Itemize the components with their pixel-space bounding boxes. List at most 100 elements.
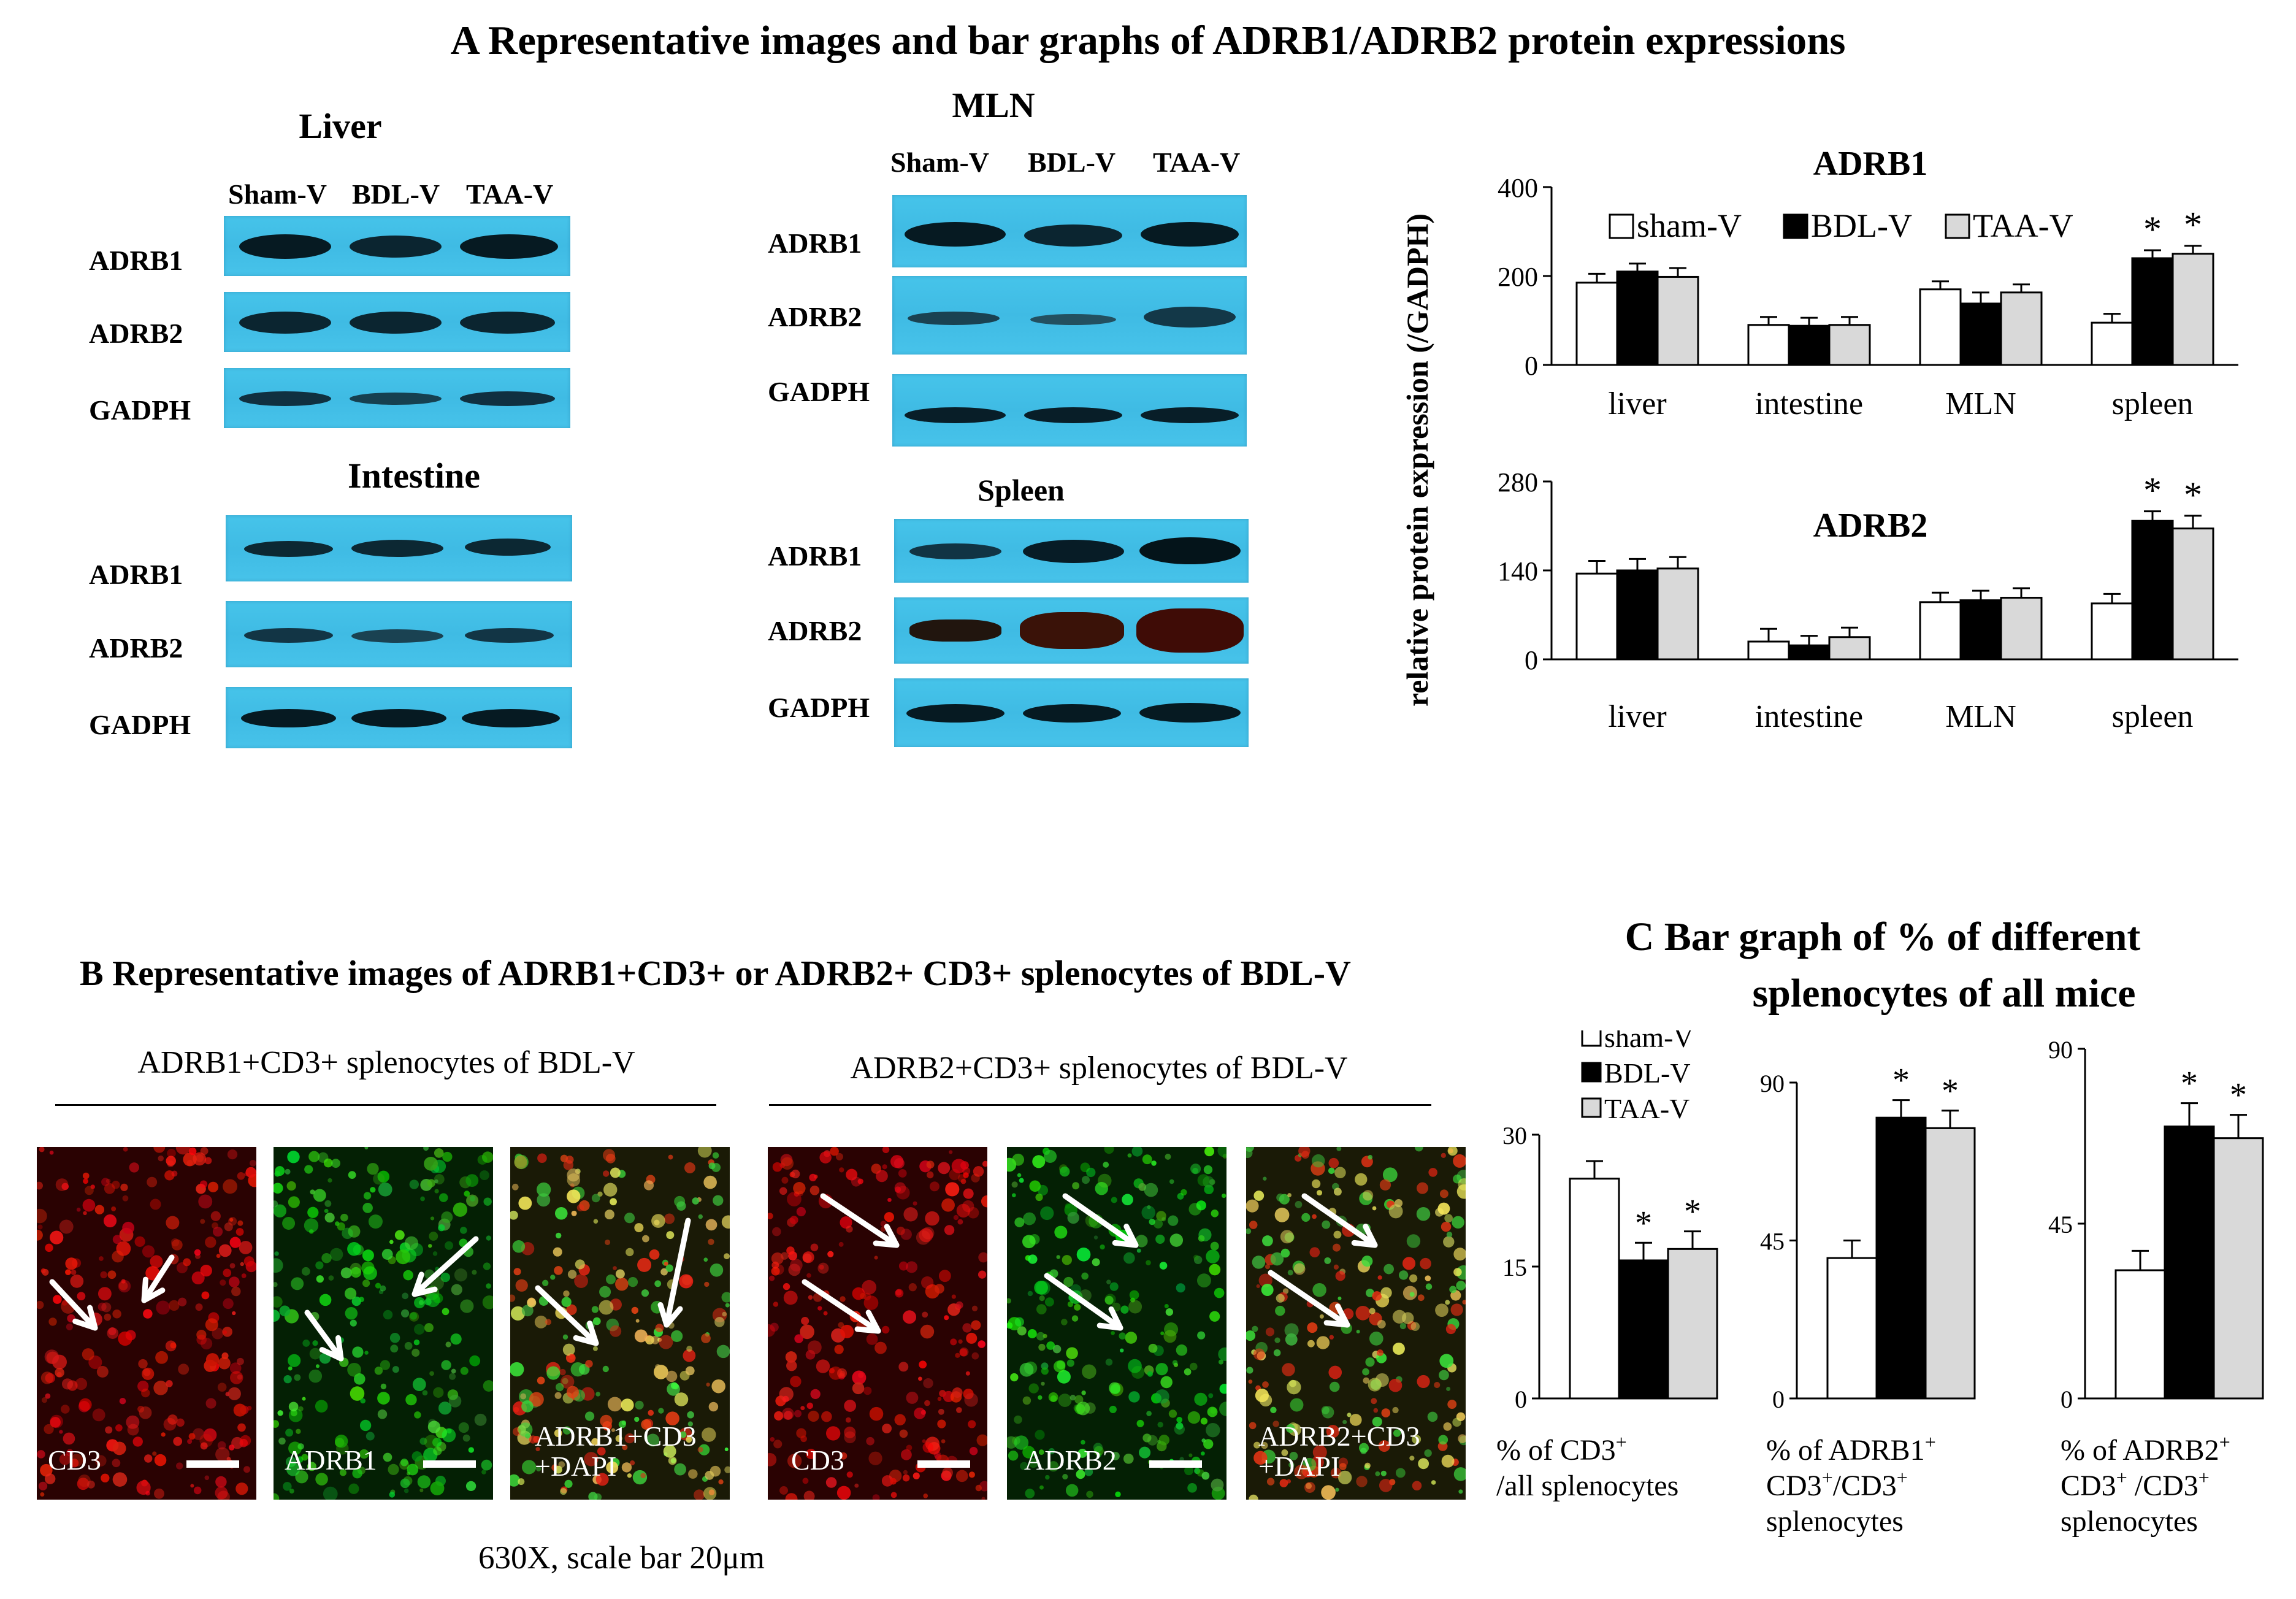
mln-blot-adrb1 [892, 195, 1247, 267]
cell-dot [595, 1392, 600, 1397]
cell-dot [288, 1441, 302, 1455]
cell-dot [668, 1456, 677, 1465]
cell-dot [1456, 1184, 1466, 1199]
arrow-icon [657, 1302, 683, 1328]
cell-dot [231, 1286, 241, 1297]
cell-dot [694, 1489, 705, 1500]
cell-dot [574, 1274, 588, 1288]
cell-dot [1253, 1441, 1261, 1449]
cell-dot [1274, 1207, 1290, 1222]
adrb2-chart: 0 140 280 liver intestine MLN * * spleen ADRB2 [1498, 467, 2238, 734]
intestine-row-adrb1: ADRB1 [89, 559, 183, 590]
cell-dot [1312, 1179, 1321, 1189]
cell-dot [1035, 1193, 1043, 1202]
cell-dot [1176, 1344, 1188, 1356]
bar-TAA-V-spleen [2172, 527, 2214, 661]
cell-dot [903, 1470, 908, 1475]
cell-dot [1198, 1235, 1205, 1242]
cell-dot [298, 1406, 304, 1412]
cell-dot [224, 1222, 233, 1232]
cell-dot [361, 1261, 375, 1275]
cell-dot [561, 1375, 575, 1389]
cell-dot [973, 1166, 984, 1177]
cell-dot [1409, 1455, 1415, 1461]
cell-dot [380, 1360, 391, 1370]
cell-dot [1034, 1281, 1048, 1295]
cell-dot [1329, 1335, 1334, 1340]
cell-dot [1379, 1479, 1393, 1492]
cell-dot [1249, 1494, 1258, 1500]
chart-title: ADRB2 [1813, 507, 1928, 545]
y-tick-label: 0 [2061, 1386, 2073, 1413]
cell-dot [554, 1392, 562, 1399]
cell-dot [949, 1150, 953, 1154]
cell-dot [141, 1388, 150, 1398]
cell-dot [215, 1476, 227, 1488]
micrograph-merge-adrb2: ADRB2+CD3 +DAPI [1246, 1147, 1466, 1500]
x-axis-label-line: /all splenocytes [1496, 1470, 1678, 1502]
cell-dot [1307, 1322, 1318, 1333]
cell-dot [1328, 1167, 1335, 1175]
cell-dot [968, 1420, 976, 1428]
arrow-icon [1112, 1224, 1139, 1248]
cell-dot [1100, 1244, 1105, 1250]
micrograph-texture [1246, 1147, 1466, 1500]
cell-dot [882, 1147, 890, 1154]
cell-dot [380, 1383, 387, 1390]
cell-dot [622, 1444, 628, 1451]
cell-dot [1147, 1371, 1153, 1377]
cell-dot [802, 1253, 812, 1263]
cell-dot [1246, 1367, 1253, 1374]
cell-dot [1333, 1264, 1339, 1270]
cell-dot [1304, 1482, 1315, 1493]
cell-dot [697, 1446, 703, 1453]
spleen-row-gadph: GADPH [768, 692, 870, 723]
cell-dot [785, 1493, 798, 1500]
cell-dot [817, 1262, 829, 1274]
cell-dot [916, 1230, 931, 1245]
cell-dot [537, 1182, 551, 1197]
cell-dot [138, 1359, 148, 1369]
cell-dot [1130, 1297, 1135, 1303]
cell-dot [445, 1241, 454, 1250]
chart-title: ADRB1 [1813, 145, 1928, 183]
cell-dot [1322, 1406, 1334, 1419]
cell-dot [59, 1454, 71, 1465]
cell-dot [61, 1300, 67, 1306]
cell-dot [63, 1432, 75, 1445]
cell-dot [1246, 1199, 1259, 1213]
cell-dot [240, 1262, 244, 1267]
cell-dot [1119, 1332, 1126, 1340]
cell-dot [884, 1212, 895, 1222]
cell-dot [378, 1289, 384, 1295]
cell-dot [922, 1227, 935, 1240]
cell-dot [571, 1210, 577, 1216]
cell-dot [308, 1369, 323, 1383]
cell-dot [204, 1475, 210, 1481]
arrow-icon [304, 1309, 344, 1362]
cell-dot [167, 1414, 178, 1425]
mln-lane-bdl: BDL-V [1028, 147, 1116, 178]
significance-star: * [1892, 1062, 1910, 1100]
cell-dot [137, 1380, 149, 1392]
cell-dot [1456, 1281, 1466, 1290]
liver-row-gadph: GADPH [89, 394, 191, 426]
cell-dot [1168, 1215, 1179, 1226]
cell-dot [679, 1274, 694, 1289]
cell-dot [1377, 1275, 1382, 1280]
cell-dot [82, 1348, 94, 1361]
cell-dot [1106, 1279, 1111, 1284]
cell-dot [825, 1477, 837, 1488]
cell-dot [112, 1235, 122, 1244]
cell-dot [83, 1211, 87, 1216]
x-axis-label-line: CD3+/CD3+ [1766, 1467, 1908, 1502]
cell-dot [1174, 1424, 1185, 1435]
cell-dot [1193, 1256, 1203, 1264]
cell-dot [844, 1426, 856, 1438]
cell-dot [92, 1408, 105, 1422]
cell-dot [562, 1334, 568, 1340]
cell-dot [1288, 1462, 1295, 1468]
cell-dot [145, 1490, 150, 1496]
bar-BDL-V-liver [1616, 270, 1659, 366]
cell-dot [104, 1183, 115, 1194]
